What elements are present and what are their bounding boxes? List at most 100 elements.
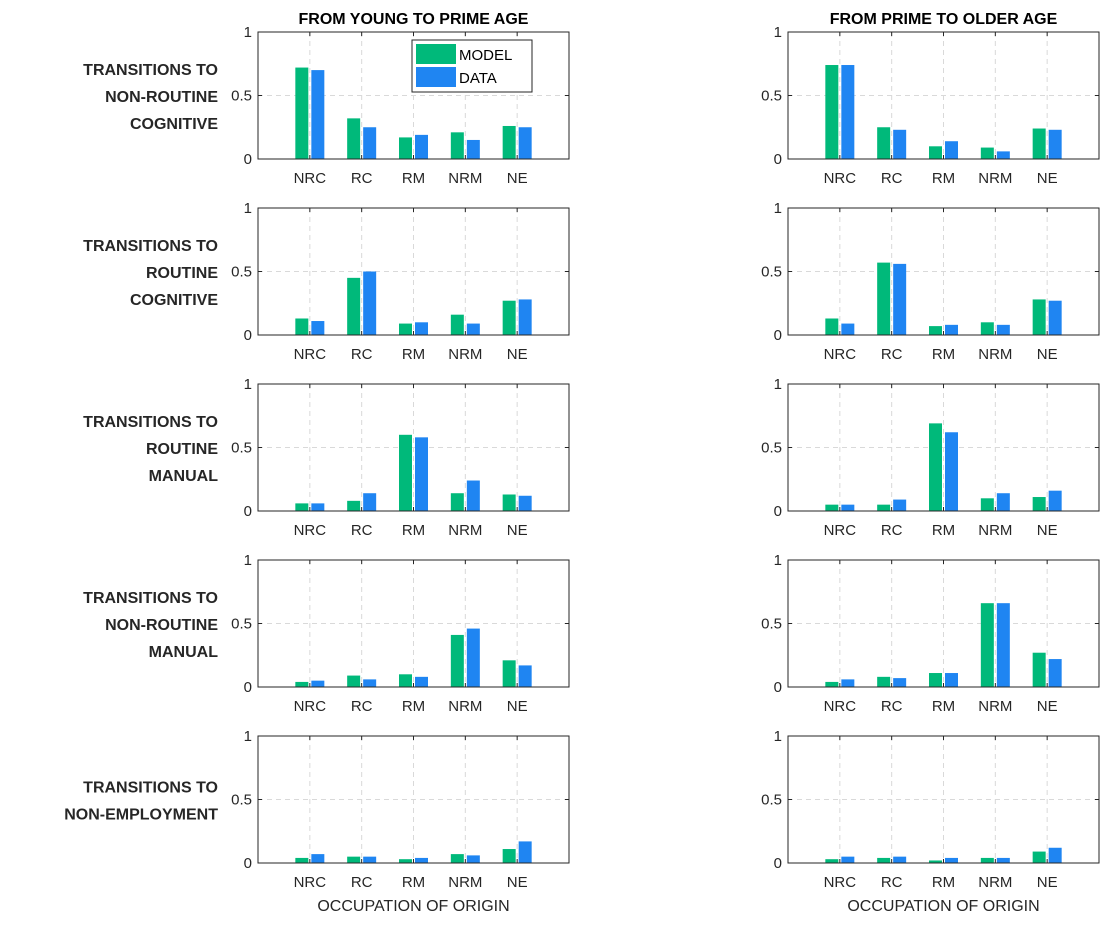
y-tick-label: 0 xyxy=(244,679,252,696)
bar-data xyxy=(363,679,377,687)
bar-model xyxy=(929,423,942,511)
bar-model xyxy=(825,65,839,159)
x-tick-label: NE xyxy=(507,522,528,539)
x-tick-label: NRC xyxy=(824,170,857,187)
legend-label: MODEL xyxy=(459,47,512,64)
bar-model xyxy=(347,500,361,511)
legend-swatch xyxy=(416,67,456,87)
y-tick-label: 0.5 xyxy=(231,792,252,809)
bar-data xyxy=(1048,129,1062,159)
bar-model xyxy=(877,127,891,159)
bar-model xyxy=(399,434,412,511)
row-label: ROUTINE xyxy=(146,441,218,458)
bar-panel: 0 0.5 1 NRC RC RM NRM NE xyxy=(761,376,1100,539)
bar-model xyxy=(450,854,464,863)
x-tick-label: NRM xyxy=(448,522,482,539)
bar-data xyxy=(518,841,532,863)
bar-model xyxy=(502,660,516,687)
x-tick-label: RC xyxy=(881,874,903,891)
x-tick-label: NRM xyxy=(978,346,1012,363)
bar-data xyxy=(893,499,907,511)
y-tick-label: 1 xyxy=(244,200,252,217)
y-tick-label: 0.5 xyxy=(761,88,782,105)
bar-model xyxy=(347,118,361,159)
bar-data xyxy=(415,134,428,159)
bar-model xyxy=(399,323,412,335)
bar-panel: 0 0.5 1 NRC RC RM NRM NE xyxy=(231,552,570,715)
bar-data xyxy=(1048,300,1062,335)
x-tick-label: NE xyxy=(507,698,528,715)
x-axis-label: OCCUPATION OF ORIGIN xyxy=(847,898,1039,915)
x-tick-label: NE xyxy=(507,170,528,187)
row-label: NON-ROUTINE xyxy=(105,617,218,634)
bar-data xyxy=(893,678,907,687)
bar-data xyxy=(518,665,532,687)
bar-model xyxy=(502,125,516,159)
bar-data xyxy=(466,628,480,687)
bar-data xyxy=(893,856,907,863)
row-label: MANUAL xyxy=(149,644,219,661)
bar-model xyxy=(1032,128,1046,159)
y-tick-label: 1 xyxy=(244,24,252,41)
bar-panel: 0 0.5 1 NRC RC RM NRM NE xyxy=(761,24,1100,187)
bar-data xyxy=(945,324,958,335)
x-tick-label: NRC xyxy=(294,698,327,715)
bar-data xyxy=(518,299,532,335)
x-tick-label: RC xyxy=(351,698,373,715)
bar-model xyxy=(929,673,942,687)
bar-data xyxy=(518,127,532,159)
bar-panel: 0 0.5 1 NRC RC RM NRM NE MODEL DATA xyxy=(231,24,570,187)
x-tick-label: NRM xyxy=(978,170,1012,187)
bar-data xyxy=(415,322,428,335)
bar-data xyxy=(518,495,532,511)
row-label: TRANSITIONS TO xyxy=(83,590,218,607)
bar-model xyxy=(295,318,309,335)
bar-model xyxy=(347,675,361,687)
legend-swatch xyxy=(416,44,456,64)
bar-panel: 0 0.5 1 NRC RC RM NRM NE xyxy=(761,200,1100,363)
y-tick-label: 0.5 xyxy=(231,616,252,633)
y-tick-label: 0 xyxy=(244,503,252,520)
x-tick-label: RM xyxy=(932,698,955,715)
bar-model xyxy=(502,849,516,863)
x-axis-label: OCCUPATION OF ORIGIN xyxy=(317,898,509,915)
x-tick-label: RM xyxy=(932,346,955,363)
x-tick-label: RC xyxy=(351,522,373,539)
row-label: COGNITIVE xyxy=(130,116,218,133)
bar-model xyxy=(450,132,464,159)
bar-data xyxy=(363,856,377,863)
bar-model xyxy=(877,676,891,687)
bar-data xyxy=(415,857,428,863)
x-tick-label: NRC xyxy=(824,698,857,715)
x-tick-label: NRC xyxy=(294,346,327,363)
y-tick-label: 1 xyxy=(244,728,252,745)
bar-model xyxy=(399,859,412,863)
bar-data xyxy=(363,127,377,159)
bar-data xyxy=(311,321,325,335)
bar-data xyxy=(311,854,325,863)
bar-data xyxy=(945,857,958,863)
y-tick-label: 0.5 xyxy=(231,264,252,281)
bar-model xyxy=(1032,851,1046,863)
bar-model xyxy=(502,300,516,335)
bar-model xyxy=(929,860,942,863)
bar-panel: 0 0.5 1 NRC RC RM NRM NE xyxy=(231,376,570,539)
bar-model xyxy=(877,857,891,863)
bar-model xyxy=(502,494,516,511)
y-tick-label: 1 xyxy=(244,376,252,393)
y-tick-label: 0 xyxy=(244,327,252,344)
bar-model xyxy=(295,857,309,863)
row-label: MANUAL xyxy=(149,468,219,485)
bar-data xyxy=(996,324,1010,335)
x-tick-label: RC xyxy=(881,170,903,187)
bar-model xyxy=(1032,497,1046,511)
bar-model xyxy=(825,504,839,511)
bar-data xyxy=(311,503,325,511)
bar-data xyxy=(466,139,480,159)
x-tick-label: NRM xyxy=(978,522,1012,539)
y-tick-label: 0.5 xyxy=(761,264,782,281)
x-tick-label: NRC xyxy=(824,522,857,539)
bar-model xyxy=(295,503,309,511)
x-tick-label: NRM xyxy=(978,874,1012,891)
